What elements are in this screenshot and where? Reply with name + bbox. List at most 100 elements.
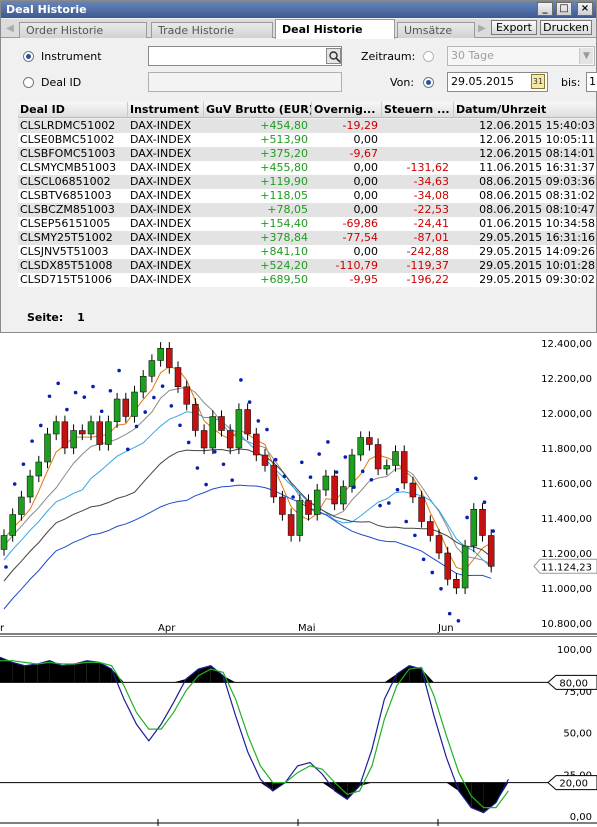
datum-cell: 29.05.2015 10:01:28 — [479, 259, 595, 272]
parabolic-sar-dot — [387, 501, 391, 505]
parabolic-sar-dot — [204, 482, 208, 487]
x-tick-label: r — [0, 623, 5, 634]
column-header-steuern[interactable]: Steuern ... — [382, 102, 454, 118]
parabolic-sar-dot — [30, 439, 34, 443]
table-row[interactable]: CLSBTV6851003 DAX-INDEX +118,05 0,00 -34,08 0… — [18, 189, 596, 203]
zeitraum-radio[interactable] — [423, 51, 434, 62]
table-row[interactable]: CLSBFOMC51003 DAX-INDEX +375,20 -9,67 12.06.… — [18, 147, 596, 161]
candle-body — [453, 579, 460, 589]
deal-id-cell: CLSEP56151005 — [20, 217, 111, 230]
table-row[interactable]: CLSLRDMC51002 DAX-INDEX +454,80 -19,29 12.06… — [18, 119, 596, 133]
table-row[interactable]: CLSBCZM851003 DAX-INDEX +78,05 0,00 -22,53 08… — [18, 203, 596, 217]
datum-cell: 08.06.2015 09:03:36 — [479, 175, 595, 188]
x-tick-label: Apr — [158, 623, 176, 634]
column-header-deal-id[interactable]: Deal ID — [18, 102, 128, 118]
overnight-cell: 0,00 — [353, 175, 379, 188]
price-chart[interactable]: 12.400,00 12.200,00 12.000,00 11.800,00 11.6… — [0, 334, 597, 636]
candle-body — [9, 514, 16, 536]
steuern-cell — [382, 119, 449, 133]
zeitraum-select[interactable]: 30 Tage ▼ — [447, 46, 595, 66]
column-header-datum[interactable]: Datum/Uhrzeit — [456, 103, 547, 116]
column-header-guv[interactable]: GuV Brutto (EUR) — [206, 102, 312, 118]
parabolic-sar-dot — [317, 452, 322, 456]
table-row[interactable]: CLSCL06851002 DAX-INDEX +119,90 0,00 -34,63 0… — [18, 175, 596, 189]
export-button[interactable]: Export — [491, 20, 537, 35]
close-button[interactable]: × — [577, 2, 593, 16]
candle-body — [166, 348, 173, 368]
table-row[interactable]: CLSMYCMB51003 DAX-INDEX +455,80 0,00 -131,62… — [18, 161, 596, 175]
oversold-fill — [359, 782, 372, 786]
parabolic-sar-dot — [143, 410, 147, 414]
candle-body — [461, 545, 469, 589]
column-header-overnight[interactable]: Overnig... — [312, 102, 382, 118]
parabolic-sar-dot — [108, 389, 113, 393]
overnight-cell: 0,00 — [353, 189, 379, 202]
von-date-input[interactable]: 29.05.2015 — [447, 72, 548, 92]
calendar-icon[interactable]: 31 — [531, 74, 545, 89]
maximize-button[interactable]: □ — [556, 2, 572, 16]
overnight-cell: 0,00 — [353, 161, 379, 174]
datum-cell: 12.06.2015 10:05:11 — [479, 133, 595, 146]
print-button[interactable]: Drucken — [540, 20, 592, 35]
instrument-cell: DAX-INDEX — [130, 147, 192, 160]
deal-id-input[interactable] — [148, 72, 342, 92]
candle-body — [400, 451, 408, 484]
deal-id-cell: CLSMY25T51002 — [20, 231, 113, 244]
bis-date-input[interactable]: 1 — [586, 72, 597, 92]
parabolic-sar-dot — [404, 519, 409, 524]
table-row[interactable]: CLSJNV5T51003 DAX-INDEX +841,10 0,00 -242,88… — [18, 245, 596, 259]
guv-cell: +119,90 — [260, 175, 308, 188]
candle-body — [61, 421, 69, 449]
parabolic-sar-dot — [273, 457, 278, 462]
parabolic-sar-dot — [230, 478, 234, 482]
candle-body — [148, 360, 156, 377]
chevron-down-icon[interactable]: ▼ — [579, 48, 593, 64]
instrument-radio[interactable] — [23, 51, 34, 62]
deal-id-radio[interactable] — [23, 77, 34, 88]
parabolic-sar-dot — [378, 503, 382, 508]
oversold-fill — [260, 782, 273, 791]
parabolic-sar-dot — [99, 409, 104, 414]
instrument-cell: DAX-INDEX — [130, 231, 192, 244]
oversold-fill — [496, 782, 509, 803]
tab-deal-historie[interactable]: Deal Historie — [275, 19, 395, 39]
von-radio[interactable] — [423, 77, 434, 88]
search-icon[interactable] — [326, 48, 341, 64]
overbought-fill — [12, 662, 25, 683]
candle-body — [209, 416, 217, 449]
pager: Seite: 1 — [27, 311, 85, 324]
tab-order-historie[interactable]: Order Historie — [19, 22, 147, 38]
overbought-fill — [49, 660, 62, 683]
candle-body — [52, 421, 60, 435]
minimize-button[interactable]: _ — [537, 2, 553, 16]
steuern-cell: -119,37 — [406, 259, 449, 272]
guv-cell: +689,50 — [260, 273, 308, 286]
tab-scroll-left-icon[interactable]: ◀ — [6, 23, 14, 34]
instrument-input[interactable] — [148, 46, 342, 66]
guv-cell: +375,20 — [260, 147, 308, 160]
tab-trade-historie[interactable]: Trade Historie — [151, 22, 273, 38]
parabolic-sar-dot — [369, 478, 374, 482]
instrument-cell: DAX-INDEX — [130, 259, 192, 272]
table-row[interactable]: CLSMY25T51002 DAX-INDEX +378,84 -77,54 -87,0… — [18, 231, 596, 245]
tab-umsaetze[interactable]: Umsätze — [397, 22, 475, 38]
osc-y-tick-label: 0,00 — [570, 812, 592, 823]
window-titlebar[interactable]: Deal Historie — [1, 1, 596, 18]
overnight-cell: -9,67 — [349, 147, 378, 160]
overnight-cell: -9,95 — [349, 273, 378, 286]
instrument-cell: DAX-INDEX — [130, 273, 192, 286]
candle-body — [113, 398, 121, 422]
column-header-instrument[interactable]: Instrument — [128, 102, 204, 118]
table-row[interactable]: CLSEP56151005 DAX-INDEX +154,40 -69,86 -24,4… — [18, 217, 596, 231]
osc-y-tick-label: 50,00 — [563, 729, 592, 740]
table-row[interactable]: CLSD715T51006 DAX-INDEX +689,50 -9,95 -196,2… — [18, 273, 596, 287]
table-row[interactable]: CLSE0BMC51002 DAX-INDEX +513,90 0,00 12.06.2… — [18, 133, 596, 147]
candle-body — [305, 500, 312, 515]
parabolic-sar-dot — [117, 368, 121, 373]
datum-cell: 12.06.2015 08:14:01 — [479, 147, 595, 160]
candle-body — [427, 521, 434, 536]
table-row[interactable]: CLSDX85T51008 DAX-INDEX +524,20 -110,79 -119… — [18, 259, 596, 273]
steuern-cell: -242,88 — [406, 245, 449, 258]
tab-scroll-right-icon[interactable]: ▶ — [478, 23, 486, 34]
